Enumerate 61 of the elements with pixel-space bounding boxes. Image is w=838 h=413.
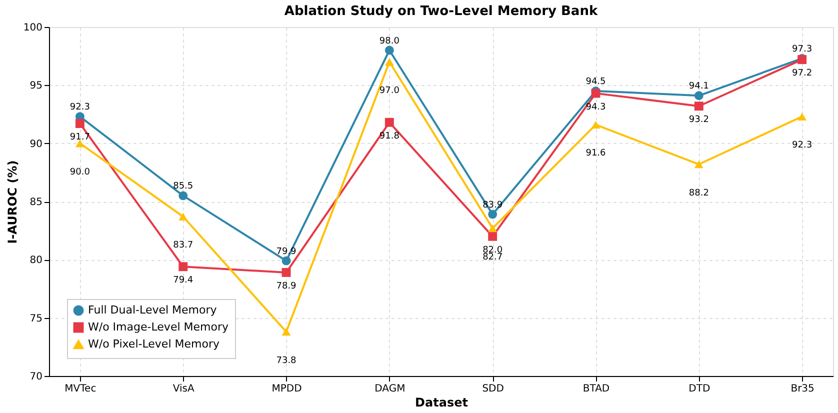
y-tick-label: 95	[30, 80, 42, 92]
y-axis-title: I-AUROC (%)	[5, 160, 20, 244]
y-tick-label: 70	[30, 372, 42, 382]
y-tick-label: 90	[30, 138, 42, 150]
data-label: 97.2	[792, 68, 812, 79]
point	[75, 119, 84, 128]
point	[488, 232, 498, 241]
x-axis-title: Dataset	[415, 396, 468, 410]
chart-title: Ablation Study on Two-Level Memory Bank	[284, 4, 598, 19]
data-label: 97.0	[379, 86, 400, 96]
data-label: 91.7	[70, 132, 90, 143]
x-tick-label: DTD	[688, 384, 710, 394]
point	[488, 224, 498, 232]
x-tick-label: DAGM	[374, 384, 406, 394]
data-label: 91.8	[379, 131, 400, 142]
data-label: 78.9	[276, 281, 297, 292]
x-tick-label: SDD	[482, 384, 504, 394]
data-label: 94.5	[586, 76, 606, 87]
data-label: 98.0	[379, 36, 400, 46]
point	[282, 328, 291, 336]
data-label: 79.4	[173, 276, 194, 286]
legend-label: Full Dual-Level Memory	[88, 304, 218, 316]
point	[384, 58, 394, 66]
data-label: 97.3	[792, 44, 812, 54]
y-tick-label: 100	[23, 22, 42, 34]
point	[694, 102, 704, 111]
data-label: 92.3	[792, 140, 812, 151]
point	[178, 262, 188, 272]
point	[384, 46, 394, 55]
x-tick-label: MPDD	[272, 384, 302, 394]
point	[488, 210, 498, 219]
point	[178, 212, 188, 220]
legend-label: W/o Image-Level Memory	[88, 320, 229, 334]
y-tick-label: 85	[30, 197, 42, 208]
data-label: 94.1	[688, 82, 709, 92]
data-label: 85.5	[173, 182, 194, 192]
data-label: 82.7	[482, 252, 503, 262]
y-tick-label: 75	[30, 313, 42, 324]
y-tick-label: 80	[30, 255, 42, 266]
point	[591, 88, 600, 98]
point	[384, 118, 394, 127]
x-tick-label: Br35	[790, 384, 814, 394]
data-label: 88.2	[688, 188, 709, 198]
point	[282, 268, 291, 277]
x-tick-label: VisA	[172, 384, 194, 394]
data-label: 92.3	[70, 102, 90, 113]
data-label: 83.7	[173, 240, 194, 251]
data-label: 73.8	[276, 356, 297, 366]
x-tick-label: BTAD	[582, 384, 610, 394]
point	[591, 120, 600, 129]
data-label: 91.6	[586, 148, 606, 159]
x-tick-label: MVTec	[64, 384, 96, 394]
data-label: 90.0	[70, 167, 90, 178]
data-label: 94.3	[586, 102, 606, 112]
point	[694, 160, 704, 168]
point	[178, 191, 188, 200]
data-label: 93.2	[688, 115, 709, 126]
legend-label: W/o Pixel-Level Memory	[88, 338, 220, 350]
point	[282, 256, 291, 266]
point	[798, 112, 807, 120]
point	[694, 91, 704, 100]
